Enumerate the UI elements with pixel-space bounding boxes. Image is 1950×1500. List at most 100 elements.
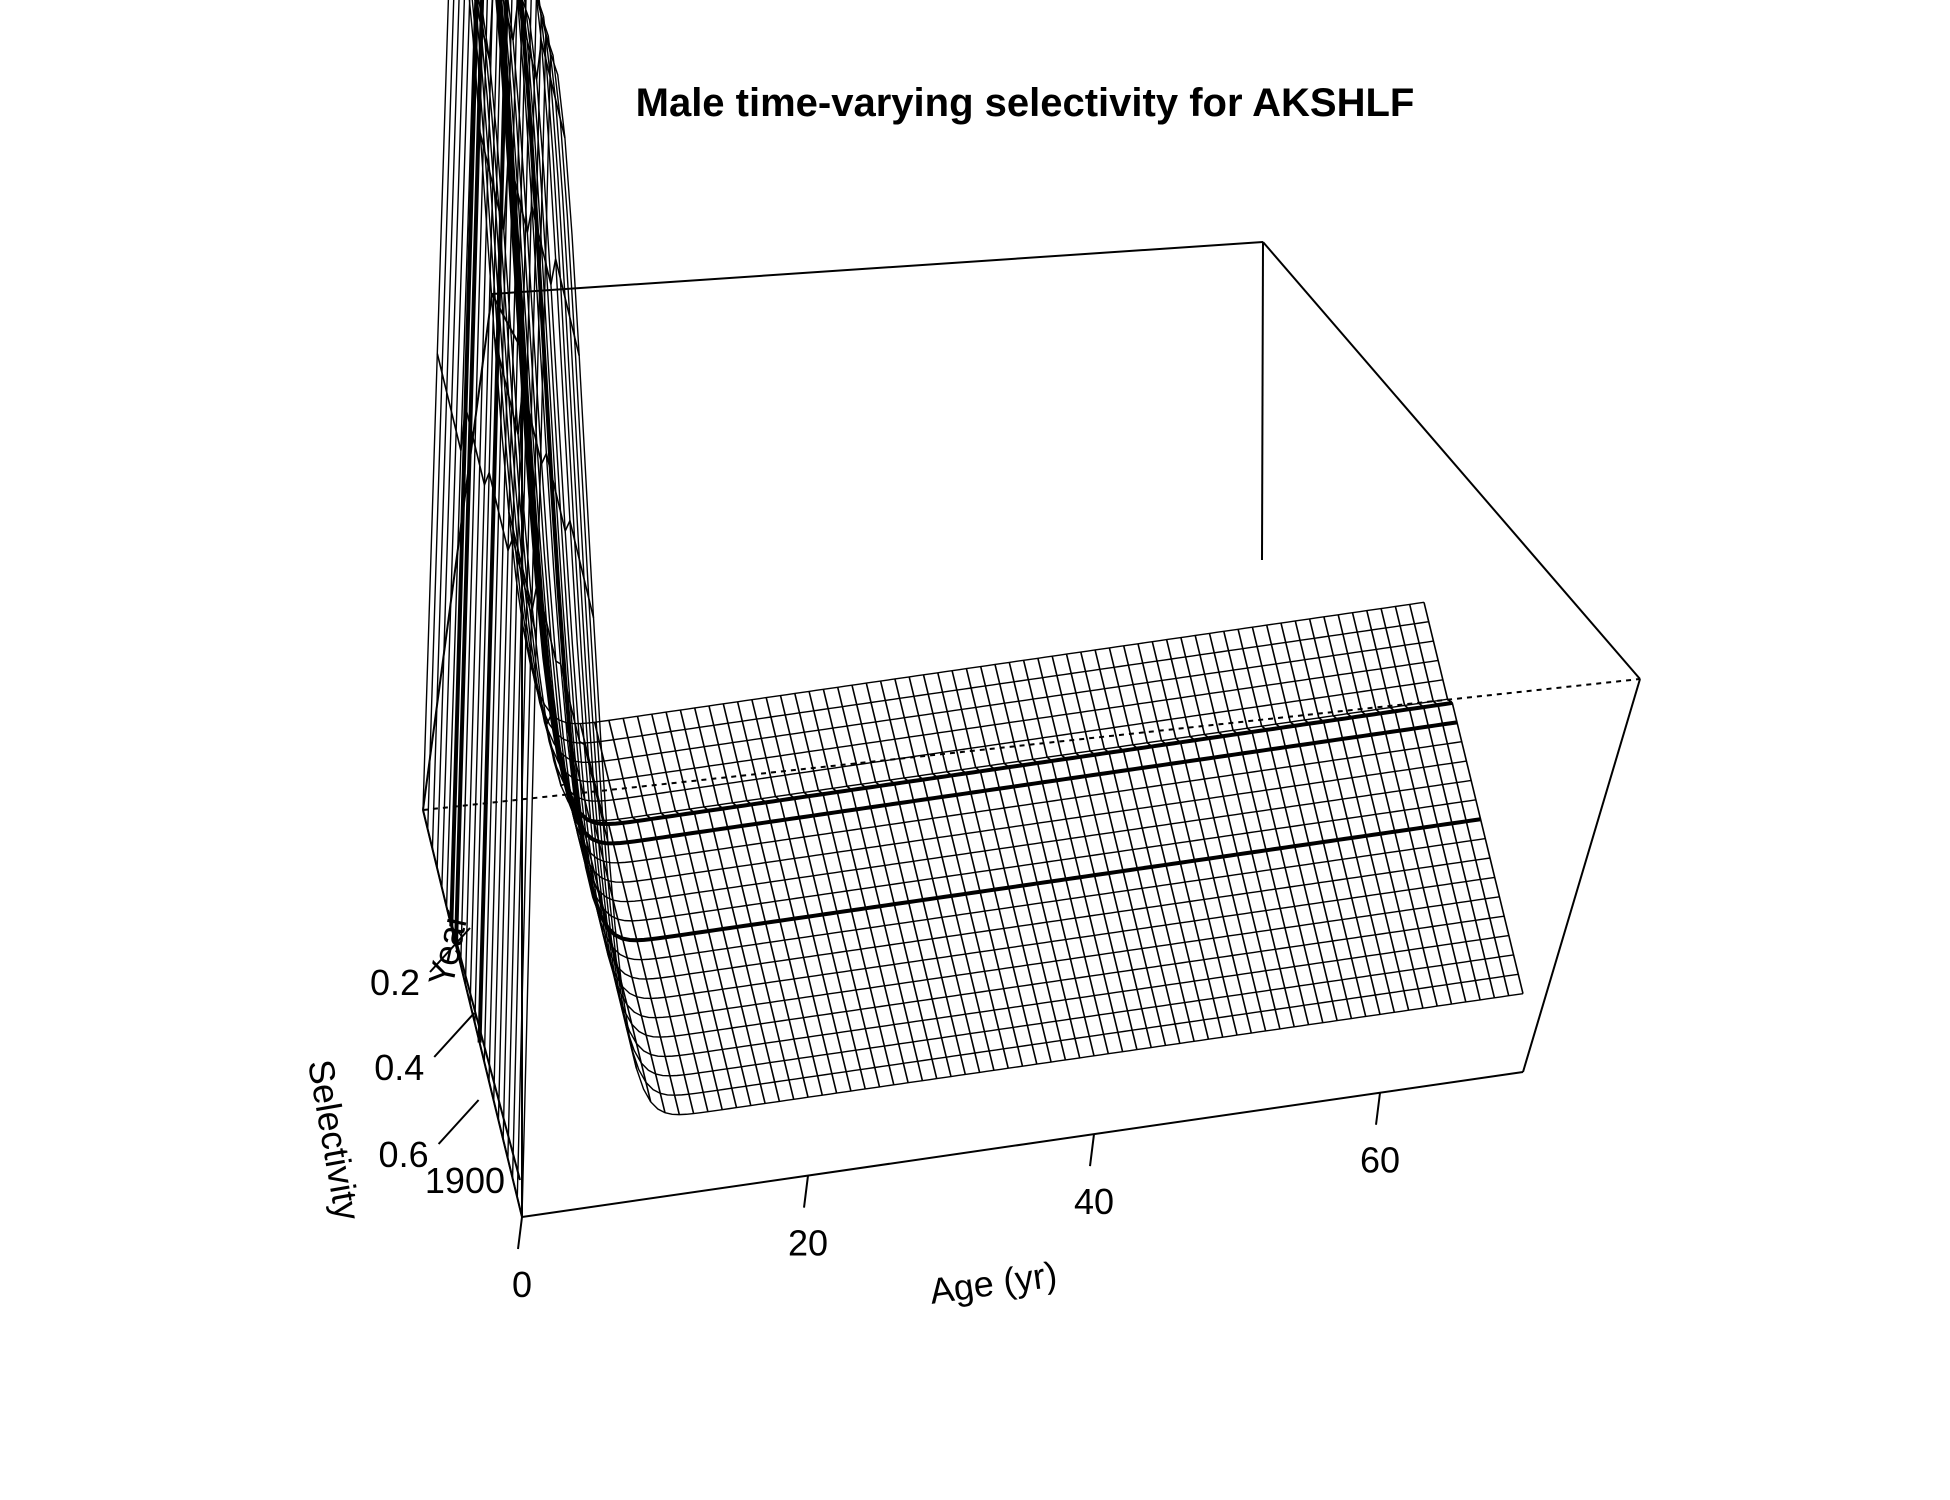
surface-age-line — [593, 722, 695, 1114]
box-edge-right-bottom — [1522, 678, 1641, 1073]
surface-year-line — [445, 0, 1448, 907]
surface-age-line — [736, 701, 838, 1094]
z-axis-label: Selectivity — [300, 1056, 369, 1223]
x-tick-mark — [803, 1175, 809, 1208]
z-tick-label: 0.6 — [379, 1134, 429, 1175]
surface-age-line — [1180, 637, 1281, 1030]
surface-year-line — [511, 14, 1514, 1179]
surface-age-line — [851, 685, 952, 1077]
surface-age-line — [1165, 639, 1267, 1032]
surface-age-line — [1194, 635, 1295, 1027]
surface-age-line — [1394, 606, 1496, 998]
surface-age-line — [865, 682, 967, 1075]
surface-age-line — [693, 707, 795, 1100]
surface-age-line — [1408, 604, 1510, 996]
box-edge-front-bottom — [521, 1071, 1524, 1218]
surface-year-line — [474, 0, 1476, 1024]
x-tick-label: 20 — [788, 1223, 828, 1264]
surface-age-line — [1094, 649, 1195, 1042]
surface-year-line — [507, 0, 1509, 1159]
chart-title: Male time-varying selectivity for AKSHLF — [636, 81, 1415, 125]
surface-year-line — [477, 0, 1481, 1043]
surface-age-line — [1251, 627, 1353, 1019]
surface-age-line — [822, 689, 924, 1081]
z-axis-line — [447, 909, 521, 1181]
surface-age-line — [636, 716, 738, 1108]
surface-year-line — [488, 0, 1491, 1082]
surface-year-line — [436, 0, 1439, 869]
z-tick-label: 0.2 — [370, 962, 420, 1003]
x-tick-label: 60 — [1360, 1140, 1400, 1181]
surface-age-line — [951, 670, 1052, 1063]
surface-age-line — [1108, 647, 1210, 1040]
z-tick-mark — [433, 1012, 475, 1058]
surface-year-line — [469, 0, 1472, 1004]
surface-year-line — [516, 33, 1519, 1198]
box-edge-back-top — [491, 241, 1264, 295]
x-tick-mark — [1089, 1134, 1095, 1167]
surface-age-line — [1380, 608, 1481, 1001]
surface-year-line — [497, 0, 1500, 1121]
surface-age-line — [565, 722, 666, 1113]
surface-year-line — [431, 0, 1434, 849]
surface-year-line — [454, 0, 1458, 946]
surface-age-line — [651, 714, 752, 1106]
surface-year-line — [464, 0, 1467, 985]
surface-age-line — [1294, 620, 1396, 1013]
surface-year-line — [427, 0, 1429, 830]
surface-age-line — [937, 672, 1038, 1065]
plot-box-front — [422, 293, 1641, 1218]
surface-age-line — [879, 680, 981, 1073]
surface-year-line — [521, 53, 1524, 1218]
surface-age-line — [922, 674, 1024, 1067]
surface-age-line — [965, 668, 1067, 1061]
surface-age-line — [1351, 612, 1453, 1005]
surface-year-line — [502, 0, 1505, 1140]
y-axis-label: Year — [420, 910, 475, 990]
box-edge-left-top — [491, 293, 523, 351]
surface-age-line — [994, 664, 1095, 1056]
surface-age-line — [894, 678, 995, 1071]
surface-age-line — [1423, 602, 1524, 994]
surface-age-line — [1337, 614, 1438, 1007]
surface-age-line — [808, 691, 909, 1083]
surface-age-line — [1366, 610, 1467, 1003]
surface-year-line — [449, 0, 1453, 927]
surface-age-line — [1223, 631, 1324, 1023]
surface-age-line — [622, 718, 723, 1110]
surface-age-line — [579, 723, 681, 1115]
surface-age-line — [794, 693, 895, 1085]
surface-age-line — [679, 709, 781, 1102]
surface-age-line — [722, 703, 824, 1096]
box-edge-top-right — [1262, 241, 1641, 680]
surface-age-line — [708, 705, 809, 1098]
surface-year-line — [483, 0, 1486, 1062]
axis-ticks: 0 20 40 60 1900 0.2 0.4 0.6 — [370, 909, 1400, 1305]
z-tick-label: 0.4 — [374, 1047, 424, 1088]
surface-year-line — [493, 0, 1495, 1101]
surface-age-line — [508, 511, 609, 842]
x-axis-label: Age (yr) — [927, 1253, 1059, 1311]
surface-age-line — [493, 337, 595, 618]
surface-age-line — [1237, 629, 1338, 1021]
surface-age-line — [1208, 633, 1310, 1025]
x-tick-label: 0 — [512, 1264, 532, 1305]
surface-age-line — [1065, 653, 1167, 1046]
surface-age-line — [1323, 616, 1424, 1009]
surface-age-line — [1308, 618, 1410, 1011]
surface-age-line — [1037, 658, 1138, 1050]
z-tick-mark — [429, 927, 471, 973]
surface-age-line — [779, 695, 881, 1088]
x-tick-mark — [1375, 1092, 1381, 1125]
surface-age-line — [751, 699, 852, 1092]
surface-age-line — [908, 676, 1009, 1069]
surface-year-line — [441, 0, 1443, 888]
surface-age-line — [1022, 660, 1124, 1052]
surface-year-line — [422, 0, 1425, 811]
surface-age-line — [1122, 645, 1224, 1038]
surface-mesh — [422, 0, 1524, 1218]
surface-age-line — [1008, 662, 1110, 1054]
surface-age-line — [836, 687, 938, 1079]
surface-age-line — [1080, 651, 1181, 1044]
